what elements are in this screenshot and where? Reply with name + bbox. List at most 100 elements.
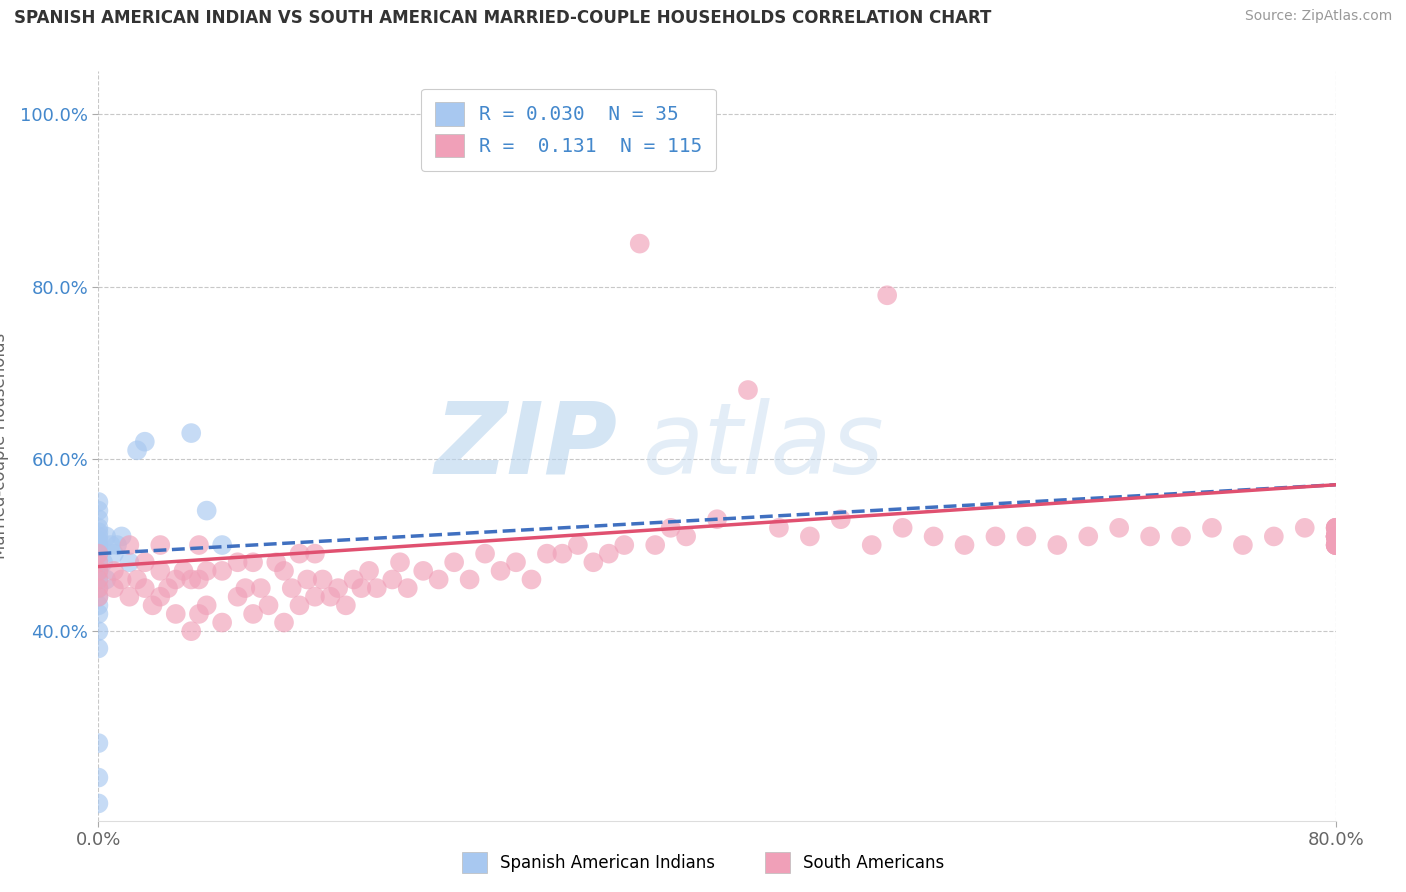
Point xyxy=(1108,521,1130,535)
Legend: R = 0.030  N = 35, R =  0.131  N = 115: R = 0.030 N = 35, R = 0.131 N = 115 xyxy=(420,88,716,171)
Point xyxy=(350,581,373,595)
Point xyxy=(1324,529,1347,543)
Point xyxy=(1170,529,1192,543)
Point xyxy=(458,573,481,587)
Point xyxy=(87,771,110,785)
Point xyxy=(304,590,326,604)
Point xyxy=(87,590,110,604)
Point xyxy=(312,573,335,587)
Point xyxy=(297,573,319,587)
Point xyxy=(180,426,202,441)
Point xyxy=(891,521,914,535)
Point xyxy=(1324,538,1347,552)
Point xyxy=(87,599,110,613)
Point xyxy=(87,538,110,552)
Point xyxy=(180,573,202,587)
Point xyxy=(157,581,180,595)
Point xyxy=(87,641,110,656)
Point xyxy=(984,529,1007,543)
Point xyxy=(1294,521,1316,535)
Point xyxy=(1324,538,1347,552)
Point xyxy=(644,538,666,552)
Point xyxy=(366,581,388,595)
Point xyxy=(87,624,110,639)
Point xyxy=(211,615,233,630)
Point xyxy=(489,564,512,578)
Point xyxy=(87,581,110,595)
Point xyxy=(195,599,218,613)
Point xyxy=(1324,521,1347,535)
Point xyxy=(134,581,156,595)
Point xyxy=(87,564,110,578)
Point xyxy=(304,547,326,561)
Point xyxy=(127,573,149,587)
Point xyxy=(1324,538,1347,552)
Point xyxy=(118,555,141,569)
Point xyxy=(1324,529,1347,543)
Point xyxy=(111,573,132,587)
Legend: Spanish American Indians, South Americans: Spanish American Indians, South American… xyxy=(456,846,950,880)
Point xyxy=(195,503,218,517)
Point xyxy=(388,555,412,569)
Point xyxy=(830,512,852,526)
Text: atlas: atlas xyxy=(643,398,884,494)
Point xyxy=(443,555,465,569)
Point xyxy=(1324,521,1347,535)
Text: SPANISH AMERICAN INDIAN VS SOUTH AMERICAN MARRIED-COUPLE HOUSEHOLDS CORRELATION : SPANISH AMERICAN INDIAN VS SOUTH AMERICA… xyxy=(14,9,991,27)
Point xyxy=(922,529,945,543)
Point xyxy=(1046,538,1069,552)
Point xyxy=(87,529,110,543)
Point xyxy=(706,512,728,526)
Point xyxy=(87,521,110,535)
Point xyxy=(87,590,110,604)
Point xyxy=(226,590,249,604)
Point xyxy=(876,288,898,302)
Point xyxy=(335,599,357,613)
Point xyxy=(427,573,450,587)
Point xyxy=(211,564,233,578)
Y-axis label: Married-couple Households: Married-couple Households xyxy=(0,333,8,559)
Point xyxy=(141,599,165,613)
Point xyxy=(1324,538,1347,552)
Point xyxy=(250,581,273,595)
Point xyxy=(188,607,211,621)
Point xyxy=(105,538,128,552)
Point xyxy=(613,538,636,552)
Point xyxy=(134,434,156,449)
Point xyxy=(264,555,288,569)
Point xyxy=(551,547,574,561)
Point xyxy=(675,529,697,543)
Point xyxy=(87,533,110,548)
Point xyxy=(396,581,419,595)
Point xyxy=(567,538,589,552)
Point xyxy=(91,555,114,569)
Point xyxy=(536,547,558,561)
Point xyxy=(149,590,172,604)
Point xyxy=(118,538,141,552)
Point xyxy=(737,383,759,397)
Point xyxy=(149,564,172,578)
Point xyxy=(273,564,295,578)
Point xyxy=(326,581,350,595)
Point xyxy=(87,512,110,526)
Point xyxy=(96,573,118,587)
Point xyxy=(1015,529,1038,543)
Point xyxy=(412,564,434,578)
Point xyxy=(87,736,110,750)
Point xyxy=(381,573,404,587)
Point xyxy=(226,555,249,569)
Point xyxy=(96,529,118,543)
Point xyxy=(1324,529,1347,543)
Point xyxy=(87,555,110,569)
Point xyxy=(195,564,218,578)
Point xyxy=(1139,529,1161,543)
Point xyxy=(188,538,211,552)
Point xyxy=(87,555,110,569)
Point xyxy=(628,236,651,251)
Point xyxy=(118,590,141,604)
Point xyxy=(103,581,125,595)
Point xyxy=(165,573,187,587)
Point xyxy=(87,797,110,811)
Point xyxy=(799,529,821,543)
Point xyxy=(1077,529,1099,543)
